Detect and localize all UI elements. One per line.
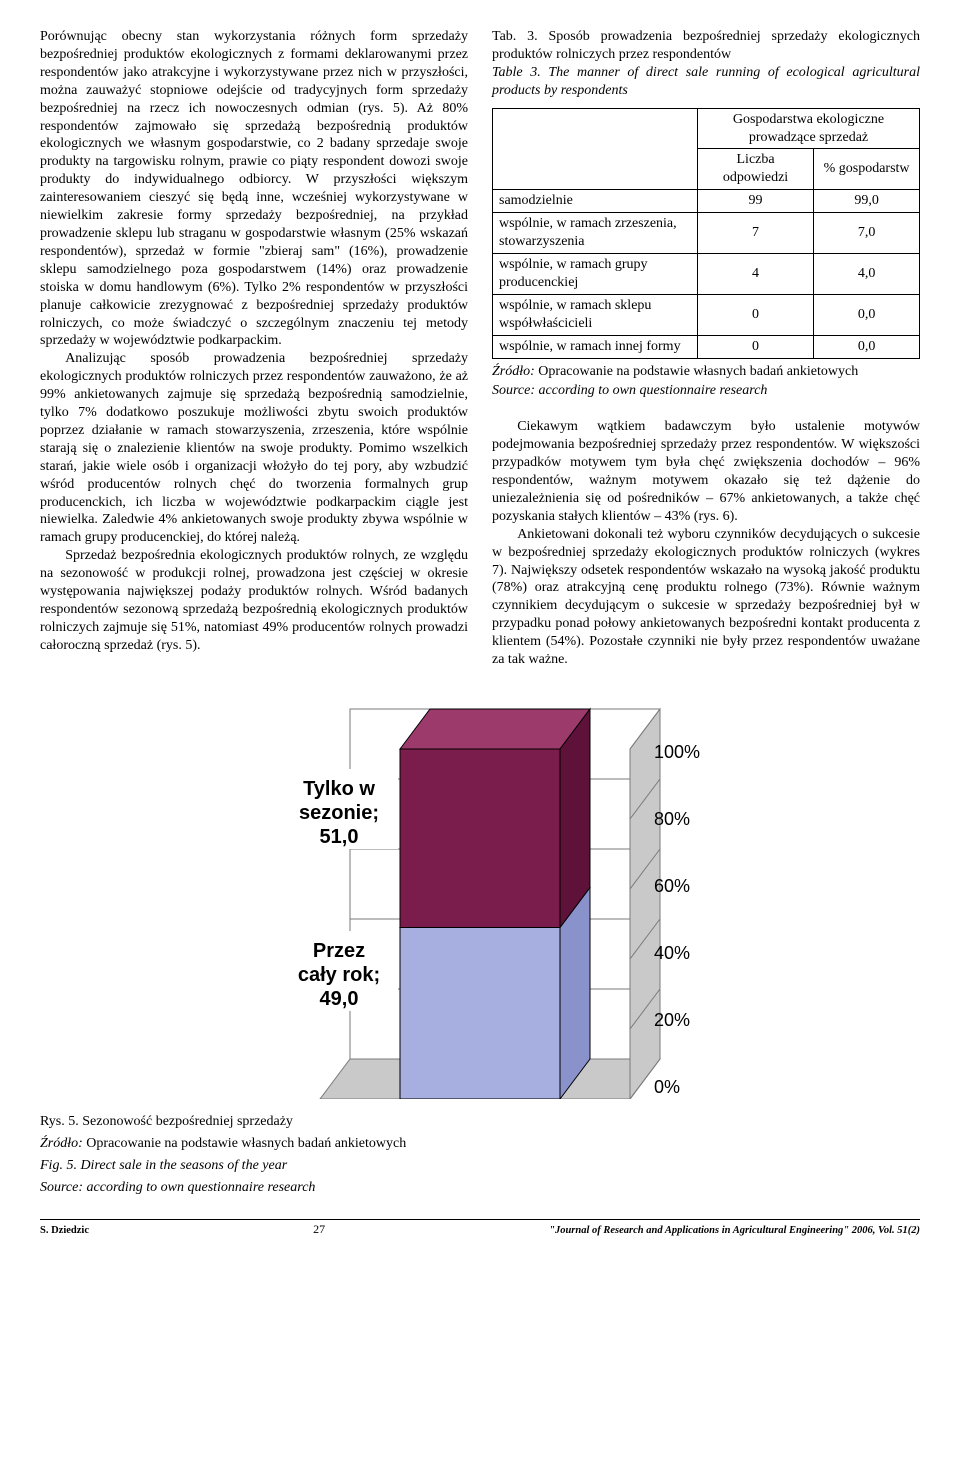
lbl-top-2: sezonie; — [299, 802, 379, 824]
ytick: 80% — [654, 808, 700, 831]
cell-label: wspólnie, w ramach innej formy — [493, 335, 698, 358]
th-col2: % gospodarstw — [814, 149, 920, 190]
lbl-bot-1: Przez — [313, 940, 365, 962]
ytick: 60% — [654, 875, 700, 898]
table-row: wspólnie, w ramach grupy producenckiej 4… — [493, 253, 920, 294]
chart-canvas: Tylko w sezonie; 51,0 Przez cały rok; 49… — [160, 699, 800, 1099]
ytick: 0% — [654, 1076, 700, 1099]
left-column: Porównując obecny stan wykorzystania róż… — [40, 28, 468, 669]
cell-label: wspólnie, w ramach zrzeszenia, stowarzys… — [493, 213, 698, 254]
ytick: 20% — [654, 1009, 700, 1032]
lbl-bot-3: 49,0 — [320, 988, 359, 1010]
chart-svg: Tylko w sezonie; 51,0 Przez cały rok; 49… — [160, 699, 800, 1099]
table-3: Gospodarstwa ekologiczne prowadzące sprz… — [492, 108, 920, 359]
lbl-top-1: Tylko w — [303, 778, 375, 800]
fig5-caption-pl: Rys. 5. Sezonowość bezpośredniej sprzeda… — [40, 1113, 920, 1131]
left-p1: Porównując obecny stan wykorzystania róż… — [40, 28, 468, 350]
right-p2: Ankietowani dokonali też wyboru czynnikó… — [492, 526, 920, 669]
cell-pct: 0,0 — [814, 335, 920, 358]
fig5-caption-en: Fig. 5. Direct sale in the seasons of th… — [40, 1157, 920, 1175]
cell-label: wspólnie, w ramach grupy producenckiej — [493, 253, 698, 294]
cell-n: 0 — [697, 294, 813, 335]
table-row: wspólnie, w ramach innej formy 0 0,0 — [493, 335, 920, 358]
cell-n: 7 — [697, 213, 813, 254]
cell-n: 99 — [697, 190, 813, 213]
cell-label: samodzielnie — [493, 190, 698, 213]
ytick: 40% — [654, 942, 700, 965]
left-p3: Sprzedaż bezpośrednia ekologicznych prod… — [40, 547, 468, 654]
right-p1: Ciekawym wątkiem badawczym było ustaleni… — [492, 418, 920, 525]
src-pl-text: Opracowanie na podstawie własnych badań … — [538, 364, 858, 379]
cell-pct: 7,0 — [814, 213, 920, 254]
label-box-bottom: Przez cały rok; 49,0 — [280, 931, 398, 1011]
table-source-en: Source: according to own questionnaire r… — [492, 382, 920, 400]
body-columns: Porównując obecny stan wykorzystania róż… — [40, 28, 920, 669]
ytick: 100% — [654, 741, 700, 764]
cell-label: wspólnie, w ramach sklepu współwłaścicie… — [493, 294, 698, 335]
footer-author: S. Dziedzic — [40, 1224, 89, 1237]
cell-pct: 0,0 — [814, 294, 920, 335]
table-caption-pl: Tab. 3. Sposób prowadzenia bezpośredniej… — [492, 28, 920, 64]
cell-n: 4 — [697, 253, 813, 294]
table-row: wspólnie, w ramach sklepu współwłaścicie… — [493, 294, 920, 335]
fig5-src-pl: Źródło: Opracowanie na podstawie własnyc… — [40, 1135, 920, 1153]
lbl-top-3: 51,0 — [320, 826, 359, 848]
bar-top-segment — [400, 709, 590, 928]
left-p2: Analizując sposób prowadzenia bezpośredn… — [40, 350, 468, 547]
table-row: wspólnie, w ramach zrzeszenia, stowarzys… — [493, 213, 920, 254]
lbl-bot-2: cały rok; — [298, 964, 380, 986]
fig5-src-en: Source: according to own questionnaire r… — [40, 1179, 920, 1197]
table-source-pl: Źródło: Opracowanie na podstawie własnyc… — [492, 363, 920, 381]
th-col1: Liczba odpowiedzi — [697, 149, 813, 190]
th-blank — [493, 108, 698, 190]
y-axis-labels: 100% 80% 60% 40% 20% 0% — [654, 741, 700, 1099]
th-main: Gospodarstwa ekologiczne prowadzące sprz… — [697, 108, 919, 149]
footer-page: 27 — [313, 1222, 325, 1237]
page-footer: S. Dziedzic 27 "Journal of Research and … — [40, 1219, 920, 1237]
cell-pct: 4,0 — [814, 253, 920, 294]
table-row: samodzielnie 99 99,0 — [493, 190, 920, 213]
right-column: Tab. 3. Sposób prowadzenia bezpośredniej… — [492, 28, 920, 669]
table-header-row-main: Gospodarstwa ekologiczne prowadzące sprz… — [493, 108, 920, 149]
cell-pct: 99,0 — [814, 190, 920, 213]
cell-n: 0 — [697, 335, 813, 358]
table-caption-en: Table 3. The manner of direct sale runni… — [492, 64, 920, 100]
figure-5: Tylko w sezonie; 51,0 Przez cały rok; 49… — [40, 699, 920, 1099]
label-box-top: Tylko w sezonie; 51,0 — [280, 769, 398, 849]
footer-journal: "Journal of Research and Applications in… — [549, 1224, 920, 1237]
